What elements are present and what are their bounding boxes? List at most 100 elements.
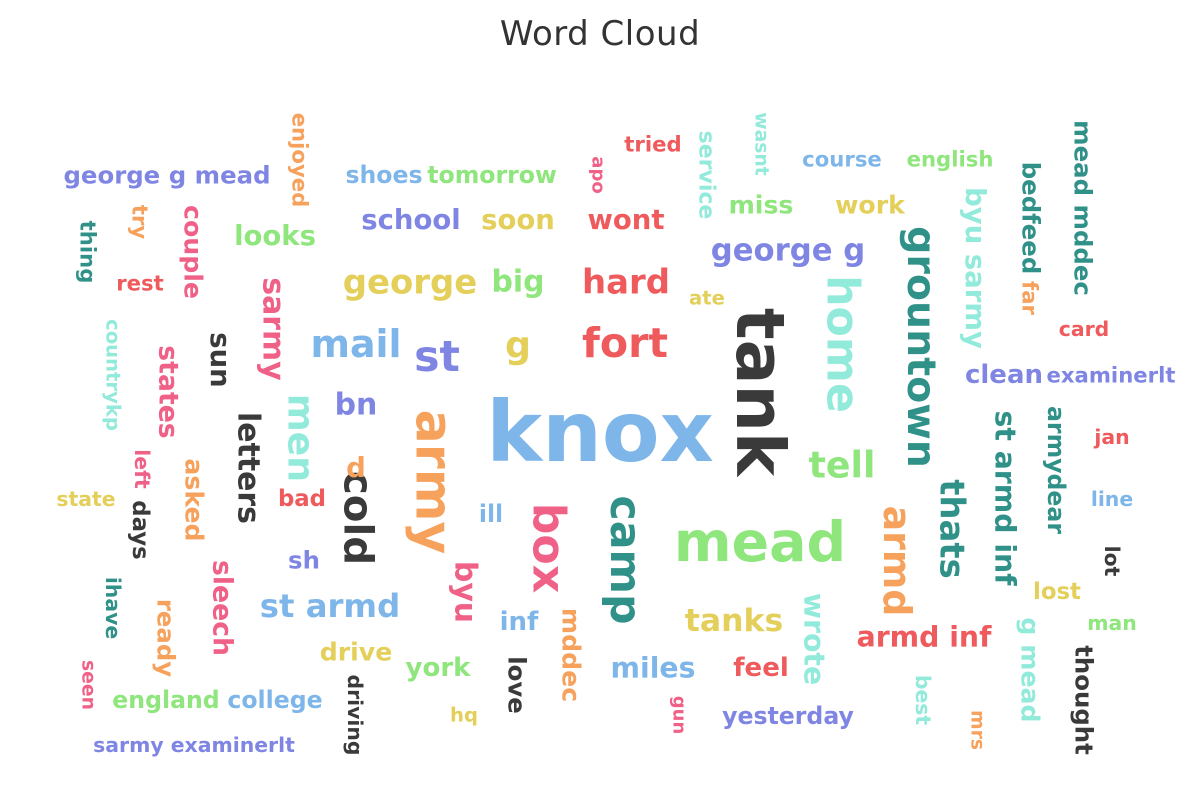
word-bedfeed: bedfeed bbox=[1017, 162, 1046, 275]
word-sleech: sleech bbox=[207, 560, 238, 656]
word-home: home bbox=[817, 275, 868, 413]
word-men: men bbox=[280, 394, 323, 482]
word-byu-sarmy: byu sarmy bbox=[959, 187, 991, 349]
word-looks: looks bbox=[234, 220, 316, 252]
word-soon: soon bbox=[481, 204, 555, 236]
word-sarmy-examinerlt: sarmy examinerlt bbox=[93, 733, 295, 757]
word-card: card bbox=[1059, 317, 1110, 341]
word-jan: jan bbox=[1093, 425, 1129, 449]
word-grountown: grountown bbox=[898, 226, 944, 468]
word-g-mead: g mead bbox=[1016, 617, 1045, 722]
word-knox: knox bbox=[486, 383, 714, 481]
word-george-g-mead: george g mead bbox=[63, 161, 270, 190]
word-cold: cold bbox=[335, 471, 382, 565]
word-armd-inf: armd inf bbox=[857, 621, 992, 654]
word-armd: armd bbox=[875, 506, 919, 617]
chart-title: Word Cloud bbox=[499, 14, 701, 54]
word-couple: couple bbox=[179, 205, 208, 299]
word-bad: bad bbox=[278, 486, 326, 512]
word-lot: lot bbox=[1100, 546, 1124, 577]
word-hard: hard bbox=[582, 263, 670, 302]
word-tell: tell bbox=[809, 444, 876, 487]
word-left: left bbox=[130, 449, 154, 489]
word-english: english bbox=[907, 147, 994, 172]
word-george-g: george g bbox=[711, 234, 865, 269]
word-gun: gun bbox=[669, 696, 690, 735]
word-asked: asked bbox=[180, 458, 209, 541]
word-state: state bbox=[56, 487, 115, 511]
word-ill: ill bbox=[479, 500, 503, 528]
word-miles: miles bbox=[611, 652, 696, 685]
word-lost: lost bbox=[1033, 579, 1081, 605]
word-ready: ready bbox=[152, 599, 181, 677]
word-best: best bbox=[911, 675, 935, 726]
word-course: course bbox=[802, 147, 882, 172]
word-sh: sh bbox=[288, 546, 320, 575]
word-york: york bbox=[406, 653, 472, 683]
word-yesterday: yesterday bbox=[722, 702, 854, 730]
word-letters: letters bbox=[231, 412, 266, 524]
word-box: box bbox=[523, 503, 574, 594]
word-line: line bbox=[1091, 487, 1133, 511]
word-shoes: shoes bbox=[345, 161, 422, 189]
word-miss: miss bbox=[729, 191, 794, 220]
word-byu: byu bbox=[448, 561, 483, 623]
word-armydear: armydear bbox=[1042, 406, 1070, 534]
word-apo: apo bbox=[588, 156, 609, 193]
word-wrote: wrote bbox=[798, 593, 831, 685]
word-tank: tank bbox=[721, 308, 799, 478]
word-love: love bbox=[503, 656, 532, 714]
word-tomorrow: tomorrow bbox=[427, 161, 557, 189]
word-mead-mddec: mead mddec bbox=[1069, 120, 1098, 296]
word-enjoyed: enjoyed bbox=[288, 113, 313, 208]
word-sarmy: sarmy bbox=[256, 277, 291, 380]
word-wont: wont bbox=[587, 204, 664, 236]
word-big: big bbox=[491, 265, 544, 300]
word-mead: mead bbox=[674, 511, 846, 575]
word-tanks: tanks bbox=[685, 603, 783, 639]
word-days: days bbox=[127, 500, 153, 559]
word-feel: feel bbox=[733, 653, 789, 683]
word-inf: inf bbox=[500, 607, 539, 637]
word-mddec: mddec bbox=[557, 608, 586, 702]
word-sun: sun bbox=[204, 332, 236, 388]
word-examinerlt: examinerlt bbox=[1047, 363, 1176, 388]
word-drive: drive bbox=[320, 638, 393, 667]
word-service: service bbox=[694, 131, 719, 220]
word-ihave: ihave bbox=[101, 577, 125, 639]
word-seen: seen bbox=[78, 660, 99, 710]
word-wasnt: wasnt bbox=[751, 112, 772, 176]
word-ate: ate bbox=[689, 287, 725, 310]
word-work: work bbox=[835, 191, 906, 220]
word-hq: hq bbox=[450, 704, 478, 727]
word-bn: bn bbox=[335, 388, 378, 423]
word-army: army bbox=[405, 410, 464, 555]
word-mail: mail bbox=[310, 322, 401, 366]
word-st-armd: st armd bbox=[260, 587, 400, 625]
word-george: george bbox=[343, 263, 478, 302]
word-school: school bbox=[361, 204, 460, 236]
word-fort: fort bbox=[582, 319, 668, 367]
word-thought: thought bbox=[1070, 645, 1099, 755]
word-driving: driving bbox=[343, 674, 367, 755]
word-st: st bbox=[414, 332, 460, 382]
word-college: college bbox=[227, 686, 322, 714]
word-camp: camp bbox=[600, 495, 650, 624]
word-d: d bbox=[346, 452, 366, 484]
word-tried: tried bbox=[624, 132, 681, 157]
word-england: england bbox=[112, 686, 219, 714]
word-g: g bbox=[505, 324, 531, 367]
word-clean: clean bbox=[965, 360, 1043, 390]
word-man: man bbox=[1087, 611, 1137, 635]
word-rest: rest bbox=[116, 271, 164, 296]
word-states: states bbox=[153, 345, 184, 438]
word-thing: thing bbox=[76, 221, 101, 284]
word-st-armd-inf: st armd inf bbox=[989, 410, 1022, 586]
word-countrykp: countrykp bbox=[102, 319, 125, 431]
word-thats: thats bbox=[933, 479, 972, 579]
word-try: try bbox=[128, 205, 153, 240]
word-far: far bbox=[1018, 281, 1043, 316]
word-mrs: mrs bbox=[967, 710, 988, 750]
